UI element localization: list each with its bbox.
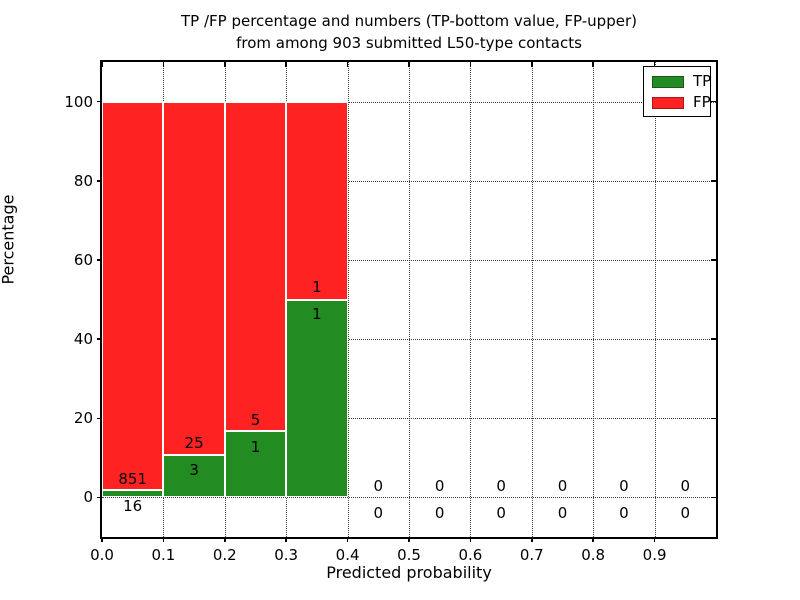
- tp-count-label: 0: [619, 504, 629, 523]
- x-tick-label: 0.4: [335, 546, 360, 564]
- tp-bar-segment: [286, 299, 348, 498]
- x-tick-mark-bottom: [162, 537, 165, 542]
- y-tick-label: 100: [64, 92, 93, 111]
- y-tick-label: 40: [73, 330, 93, 349]
- fp-swatch-icon: [652, 96, 684, 109]
- y-tick-label: 60: [73, 250, 93, 269]
- y-tick-mark-left: [97, 496, 102, 499]
- x-tick-mark-bottom: [408, 537, 410, 542]
- x-tick-mark-bottom: [224, 537, 226, 542]
- x-tick-mark-bottom: [346, 537, 349, 542]
- x-tick-mark-bottom: [101, 537, 103, 542]
- fp-count-label: 1: [312, 277, 322, 296]
- fp-count-label: 0: [373, 477, 384, 496]
- x-gridline: [286, 62, 288, 537]
- x-tick-mark-bottom: [592, 537, 594, 542]
- x-gridline: [409, 62, 410, 537]
- y-tick-mark-left: [97, 417, 102, 419]
- x-tick-mark-bottom: [531, 537, 533, 542]
- x-gridline: [593, 62, 595, 537]
- tp-count-label: 1: [312, 304, 322, 323]
- x-tick-label: 0.9: [642, 546, 667, 564]
- fp-count-label: 0: [557, 477, 568, 496]
- fp-count-label: 0: [496, 477, 506, 496]
- tp-swatch-icon: [652, 75, 684, 88]
- fp-bar-segment: [102, 101, 164, 491]
- tp-count-label: 0: [496, 504, 506, 523]
- fp-count-label: 0: [680, 477, 691, 496]
- tp-count-label: 0: [373, 504, 384, 523]
- y-tick-mark-left: [97, 180, 102, 182]
- fp-count-label: 5: [250, 410, 261, 429]
- fp-bar-segment: [286, 101, 348, 300]
- tp-bar-segment: [102, 490, 164, 498]
- x-tick-label: 0.2: [212, 546, 237, 564]
- fp-count-label: 0: [434, 477, 445, 496]
- x-gridline: [654, 62, 656, 537]
- x-tick-label: 0.6: [458, 546, 483, 564]
- tp-count-label: 0: [434, 504, 445, 523]
- legend-label-tp: TP: [693, 72, 712, 90]
- y-tick-mark-left: [97, 338, 102, 340]
- x-gridline: [347, 62, 349, 537]
- y-tick-label: 0: [83, 488, 93, 507]
- chart-title-line2: from among 903 submitted L50-type contac…: [236, 34, 582, 52]
- tp-bar-segment: [224, 431, 287, 498]
- x-tick-label: 0.3: [274, 546, 299, 564]
- tp-count-label: 3: [189, 461, 199, 480]
- legend-item-tp: TP: [652, 74, 711, 89]
- y-tick-mark-left: [97, 100, 102, 103]
- fp-bar-segment: [163, 101, 225, 456]
- x-tick-mark-bottom: [285, 537, 287, 542]
- x-tick-mark-bottom: [469, 537, 472, 542]
- legend-item-fp: FP: [652, 95, 711, 110]
- x-tick-label: 0.5: [397, 546, 421, 564]
- legend: TP FP: [643, 66, 711, 117]
- tp-count-label: 16: [123, 496, 143, 515]
- fp-bar-segment: [224, 101, 287, 432]
- fp-count-label: 851: [118, 469, 147, 488]
- x-tick-label: 0.7: [519, 546, 544, 564]
- x-gridline: [470, 62, 472, 537]
- x-tick-mark-top: [101, 62, 103, 67]
- chart-title-line1: TP /FP percentage and numbers (TP-bottom…: [181, 12, 637, 30]
- fp-count-label: 25: [184, 434, 204, 453]
- y-tick-mark-left: [97, 259, 102, 261]
- plot-area: 851 16 25 3 5 1 1 1 0 0 0 0 0 0 0 0 0 0 0 0 0 20 40 60 80 100 0.0…: [64, 60, 718, 564]
- x-axis-label: Predicted probability: [326, 563, 492, 582]
- fp-count-label: 0: [619, 477, 629, 496]
- x-tick-mark-bottom: [653, 537, 656, 542]
- legend-label-fp: FP: [693, 93, 711, 111]
- tp-bar-segment: [163, 455, 225, 498]
- y-tick-label: 20: [73, 409, 93, 428]
- tp-count-label: 0: [680, 504, 691, 523]
- x-tick-label: 0.8: [581, 546, 606, 564]
- x-tick-label: 0.1: [151, 546, 176, 564]
- y-axis-label: Percentage: [0, 194, 18, 285]
- chart-title: TP /FP percentage and numbers (TP-bottom…: [100, 10, 718, 54]
- tp-count-label: 0: [557, 504, 568, 523]
- x-tick-label: 0.0: [90, 546, 114, 564]
- tp-count-label: 1: [250, 437, 261, 456]
- y-tick-label: 80: [73, 171, 93, 190]
- x-gridline: [531, 62, 533, 537]
